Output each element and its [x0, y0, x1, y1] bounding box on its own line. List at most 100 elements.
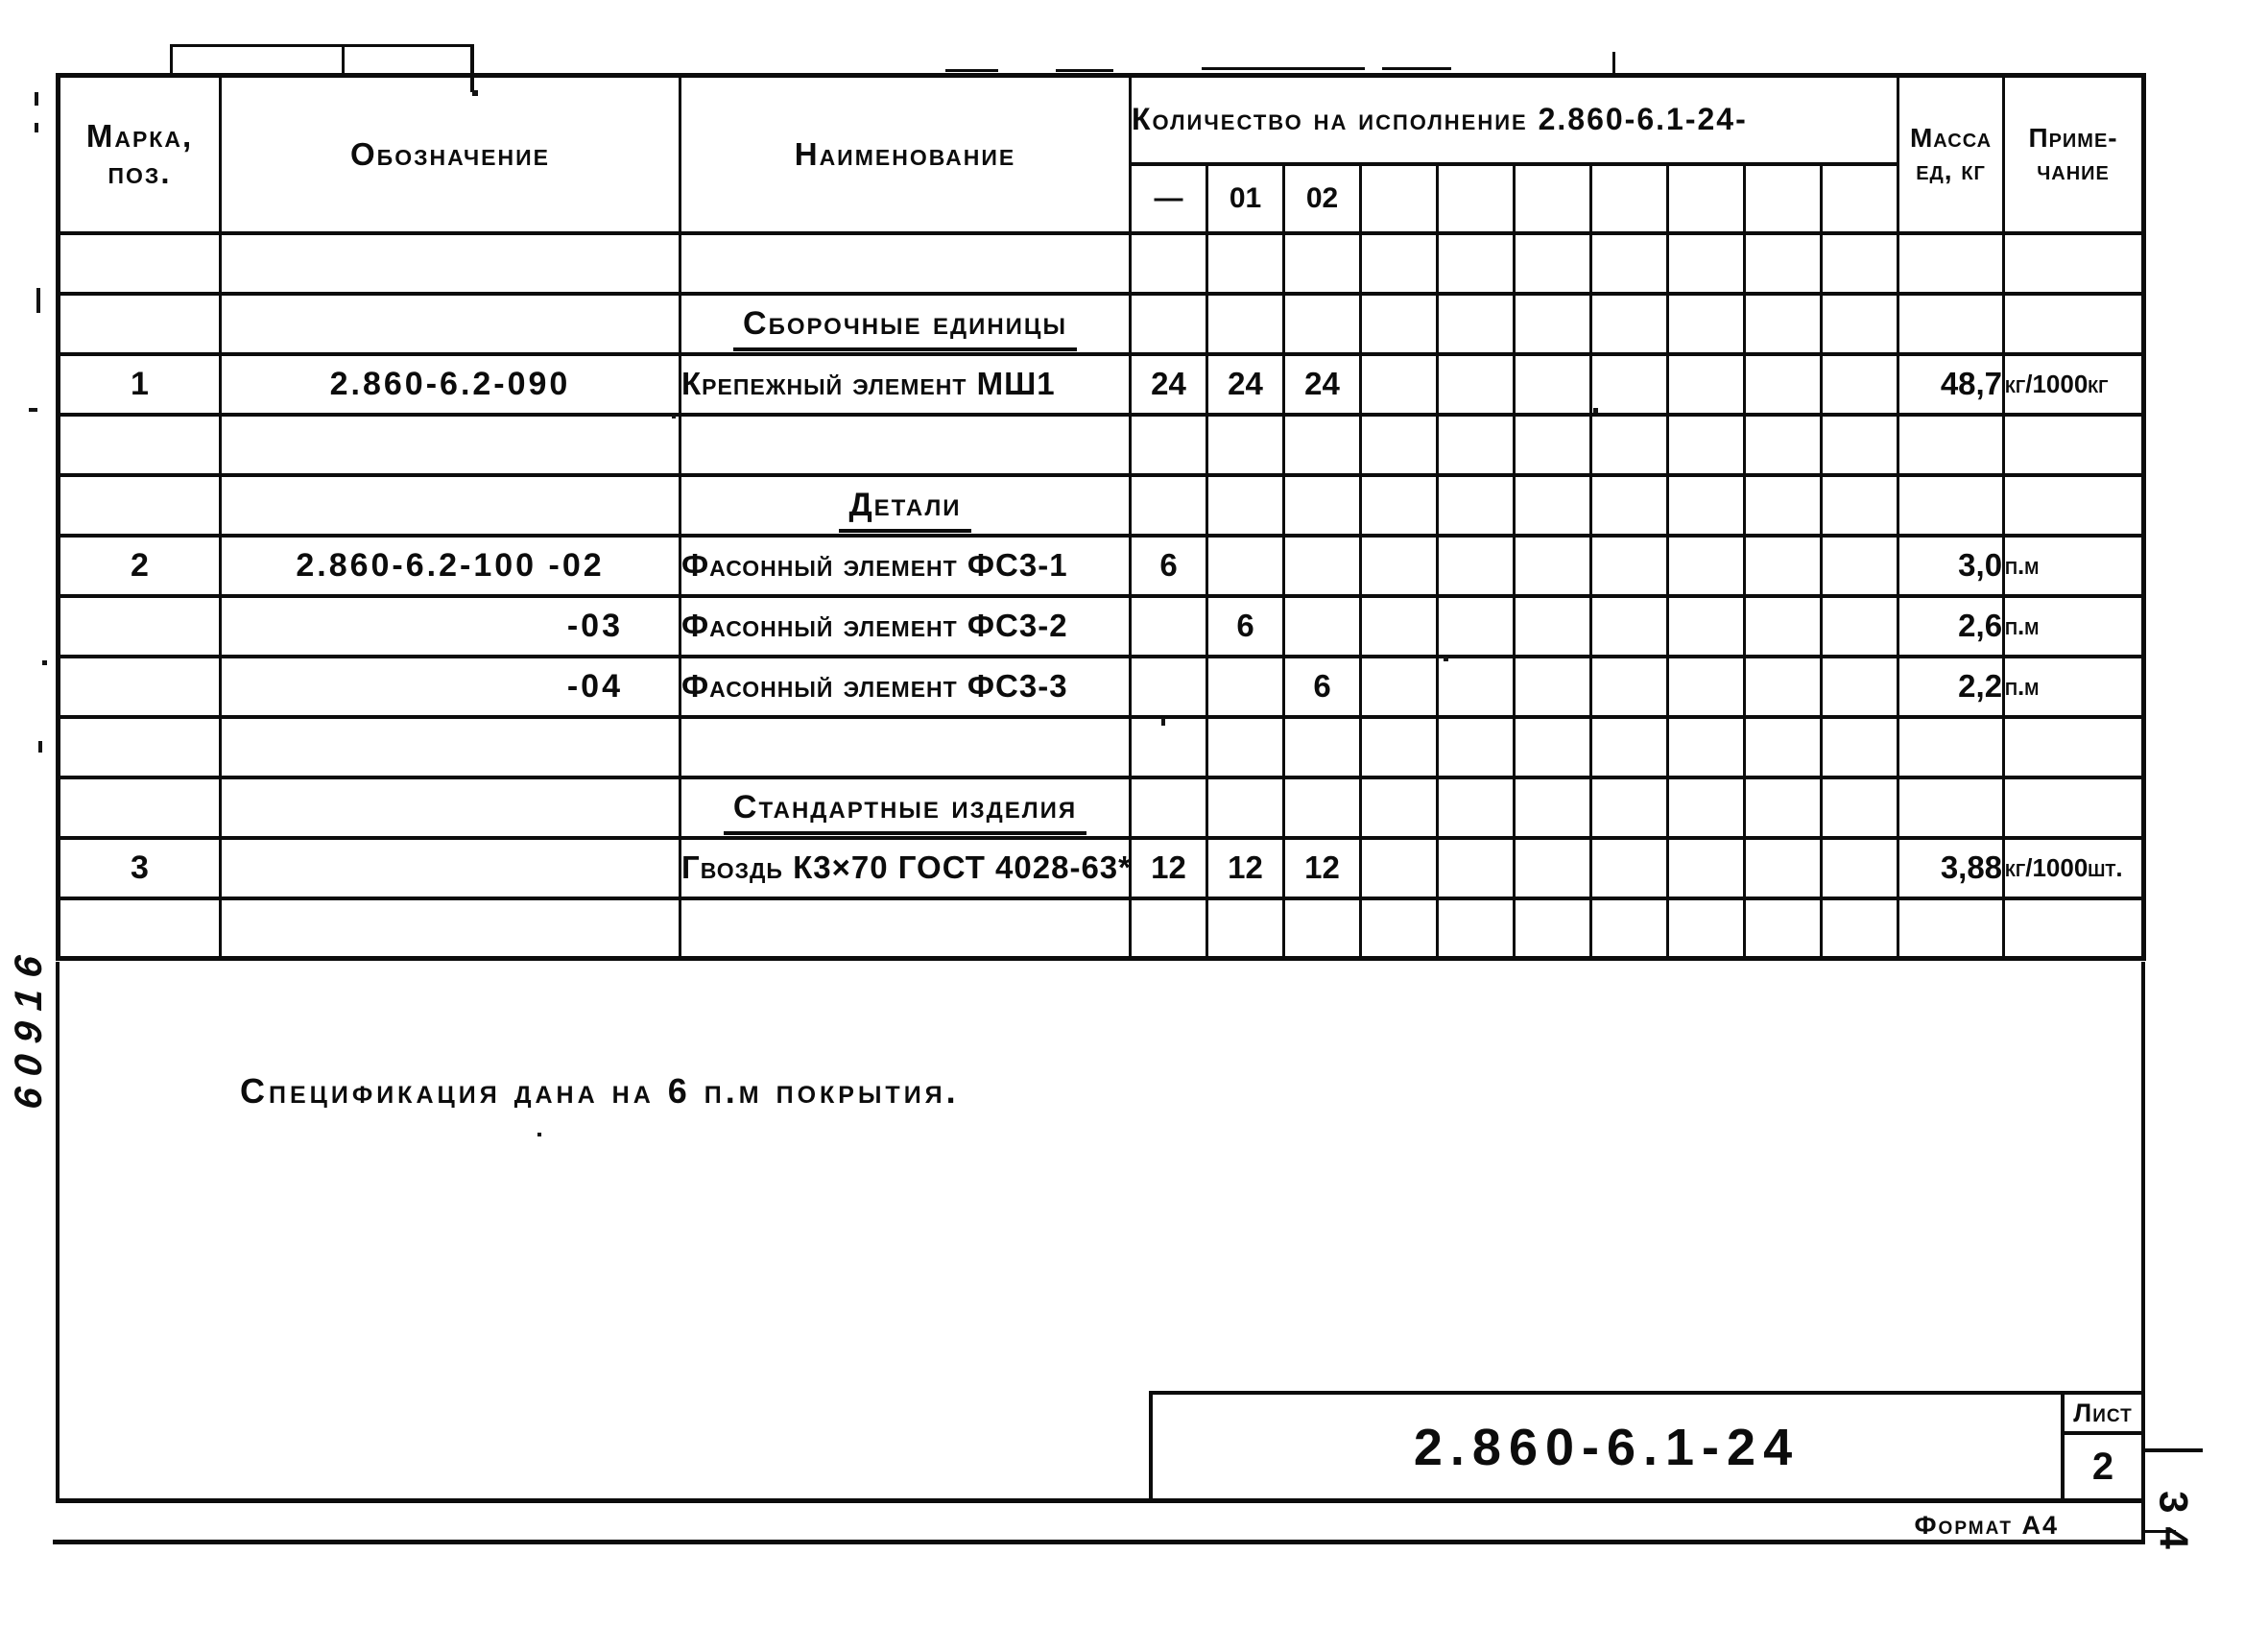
- name-cell: [679, 896, 1132, 961]
- qty-cell: [1666, 896, 1746, 961]
- note-cell: [2002, 896, 2146, 961]
- specification-table: Марка, поз. Обозначение Наименование Кол…: [56, 73, 2147, 961]
- qty-cell: [1359, 835, 1439, 900]
- table-row-item: 1 2.860-6.2-090 Крепежный элемент МШ1 24…: [57, 351, 2146, 417]
- note-cell: [2002, 775, 2146, 840]
- table-row: [57, 230, 2146, 296]
- designation-cell: -03: [219, 593, 681, 658]
- table-row-section: Стандартные изделия: [57, 775, 2146, 840]
- qty-cell: [1206, 412, 1285, 477]
- qty-cell: [1589, 714, 1669, 779]
- name-cell: Фасонный элемент ФС3-3: [679, 654, 1132, 719]
- qty-cell: [1743, 835, 1823, 900]
- scan-speck: [35, 92, 38, 106]
- qty-cell: [1589, 472, 1669, 538]
- mass-cell: 48,7: [1897, 351, 2006, 417]
- qty-cell: [1513, 775, 1592, 840]
- qty-cell: [1436, 896, 1516, 961]
- qty-cell: [1129, 593, 1208, 658]
- qty-cell: [1743, 593, 1823, 658]
- qty-cell: [1666, 533, 1746, 598]
- scan-fragment-tick: [470, 44, 474, 92]
- qty-cell: [1666, 230, 1746, 296]
- scan-speck: [38, 741, 42, 753]
- document-number: 2.860-6.1-24: [1153, 1395, 2065, 1499]
- section-title: Сборочные единицы: [733, 304, 1077, 350]
- qty-subcol-empty: [1589, 161, 1669, 235]
- qty-cell: 6: [1206, 593, 1285, 658]
- name-cell: [679, 412, 1132, 477]
- qty-cell: [1589, 230, 1669, 296]
- qty-cell: 12: [1129, 835, 1208, 900]
- col-header-designation: Обозначение: [219, 73, 681, 235]
- qty-cell: [1436, 533, 1516, 598]
- scan-speck: [29, 408, 37, 412]
- mass-cell: 3,88: [1897, 835, 2006, 900]
- qty-cell: [1666, 775, 1746, 840]
- scan-speck: [537, 1133, 541, 1136]
- qty-cell: [1359, 775, 1439, 840]
- title-block: 2.860-6.1-24 Лист 2: [1149, 1391, 2145, 1503]
- sheet-cell-group: Лист 2: [2065, 1395, 2141, 1499]
- designation-cell: [219, 472, 681, 538]
- qty-cell: [1436, 230, 1516, 296]
- qty-cell: [1589, 775, 1669, 840]
- qty-subcol-empty: [1359, 161, 1439, 235]
- frame-right-strip: [2141, 1503, 2145, 1543]
- qty-subcol-base: —: [1129, 161, 1208, 235]
- qty-cell: [1206, 533, 1285, 598]
- qty-cell: [1436, 593, 1516, 658]
- note-cell: п.м: [2002, 593, 2146, 658]
- qty-cell: [1666, 654, 1746, 719]
- qty-cell: [1819, 291, 1900, 356]
- note-cell: [2002, 230, 2146, 296]
- note-cell: кг/1000кг: [2002, 351, 2146, 417]
- qty-cell: [1666, 291, 1746, 356]
- qty-cell: 12: [1206, 835, 1285, 900]
- qty-cell: [1206, 896, 1285, 961]
- scan-fragment-dash: [1202, 67, 1365, 70]
- qty-cell: [1743, 230, 1823, 296]
- qty-cell: [1819, 472, 1900, 538]
- qty-cell: [1359, 291, 1439, 356]
- qty-cell: 6: [1282, 654, 1362, 719]
- qty-subcol-empty: [1666, 161, 1746, 235]
- qty-cell: [1819, 351, 1900, 417]
- qty-cell: [1819, 654, 1900, 719]
- edge-tick-top: [2143, 1448, 2203, 1452]
- mark-cell: [57, 291, 222, 356]
- mass-cell: [1897, 472, 2006, 538]
- format-label: Формат А4: [1914, 1511, 2059, 1540]
- qty-cell: [1436, 654, 1516, 719]
- qty-cell: [1589, 291, 1669, 356]
- designation-cell: 2.860-6.2-100 -02: [219, 533, 681, 598]
- designation-cell: [219, 775, 681, 840]
- designation-cell: 2.860-6.2-090: [219, 351, 681, 417]
- qty-cell: [1589, 896, 1669, 961]
- qty-cell: [1129, 775, 1208, 840]
- col-header-note-line1: Приме-: [2028, 123, 2118, 154]
- qty-cell: [1436, 835, 1516, 900]
- scan-speck: [472, 90, 478, 96]
- qty-cell: [1206, 472, 1285, 538]
- qty-cell: [1513, 230, 1592, 296]
- mark-cell: 2: [57, 533, 222, 598]
- section-title-cell: Стандартные изделия: [679, 775, 1132, 840]
- qty-cell: [1282, 412, 1362, 477]
- note-cell: [2002, 472, 2146, 538]
- scan-fragment-dash: [1056, 69, 1113, 72]
- qty-cell: [1282, 775, 1362, 840]
- qty-cell: 6: [1129, 533, 1208, 598]
- sheet-number: 2: [2091, 1446, 2114, 1488]
- qty-cell: [1513, 714, 1592, 779]
- table-row-section: Сборочные единицы: [57, 291, 2146, 356]
- name-cell: [679, 714, 1132, 779]
- qty-cell: [1819, 775, 1900, 840]
- qty-subcol-01: 01: [1206, 161, 1285, 235]
- qty-cell: [1206, 654, 1285, 719]
- note-cell: [2002, 291, 2146, 356]
- scan-speck: [1593, 408, 1598, 413]
- scan-speck: [1444, 657, 1448, 661]
- qty-cell: [1282, 230, 1362, 296]
- qty-cell: [1436, 412, 1516, 477]
